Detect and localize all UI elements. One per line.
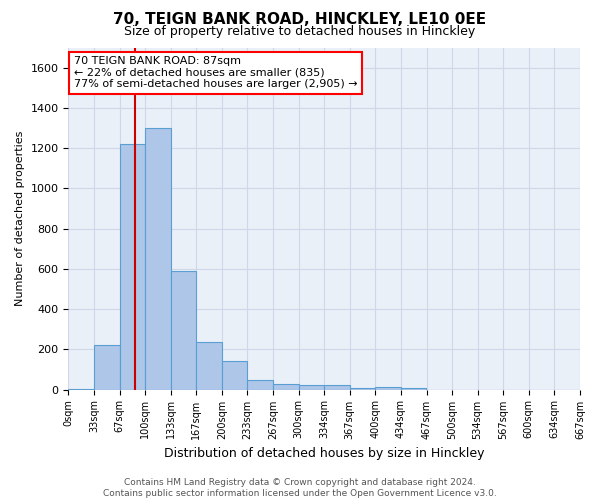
Bar — [68, 388, 94, 390]
Text: 70 TEIGN BANK ROAD: 87sqm
← 22% of detached houses are smaller (835)
77% of semi: 70 TEIGN BANK ROAD: 87sqm ← 22% of detac… — [74, 56, 357, 90]
Bar — [247, 380, 273, 390]
Bar — [94, 346, 119, 390]
Bar — [324, 385, 350, 390]
Bar — [171, 271, 196, 390]
Bar — [145, 128, 171, 390]
Text: Contains HM Land Registry data © Crown copyright and database right 2024.
Contai: Contains HM Land Registry data © Crown c… — [103, 478, 497, 498]
Bar — [273, 384, 299, 390]
Bar — [401, 388, 427, 390]
Bar — [196, 342, 222, 390]
Text: Size of property relative to detached houses in Hinckley: Size of property relative to detached ho… — [124, 25, 476, 38]
X-axis label: Distribution of detached houses by size in Hinckley: Distribution of detached houses by size … — [164, 447, 485, 460]
Bar — [119, 144, 145, 390]
Bar — [222, 362, 247, 390]
Bar — [350, 388, 376, 390]
Bar — [376, 387, 401, 390]
Y-axis label: Number of detached properties: Number of detached properties — [15, 131, 25, 306]
Text: 70, TEIGN BANK ROAD, HINCKLEY, LE10 0EE: 70, TEIGN BANK ROAD, HINCKLEY, LE10 0EE — [113, 12, 487, 28]
Bar — [299, 385, 324, 390]
